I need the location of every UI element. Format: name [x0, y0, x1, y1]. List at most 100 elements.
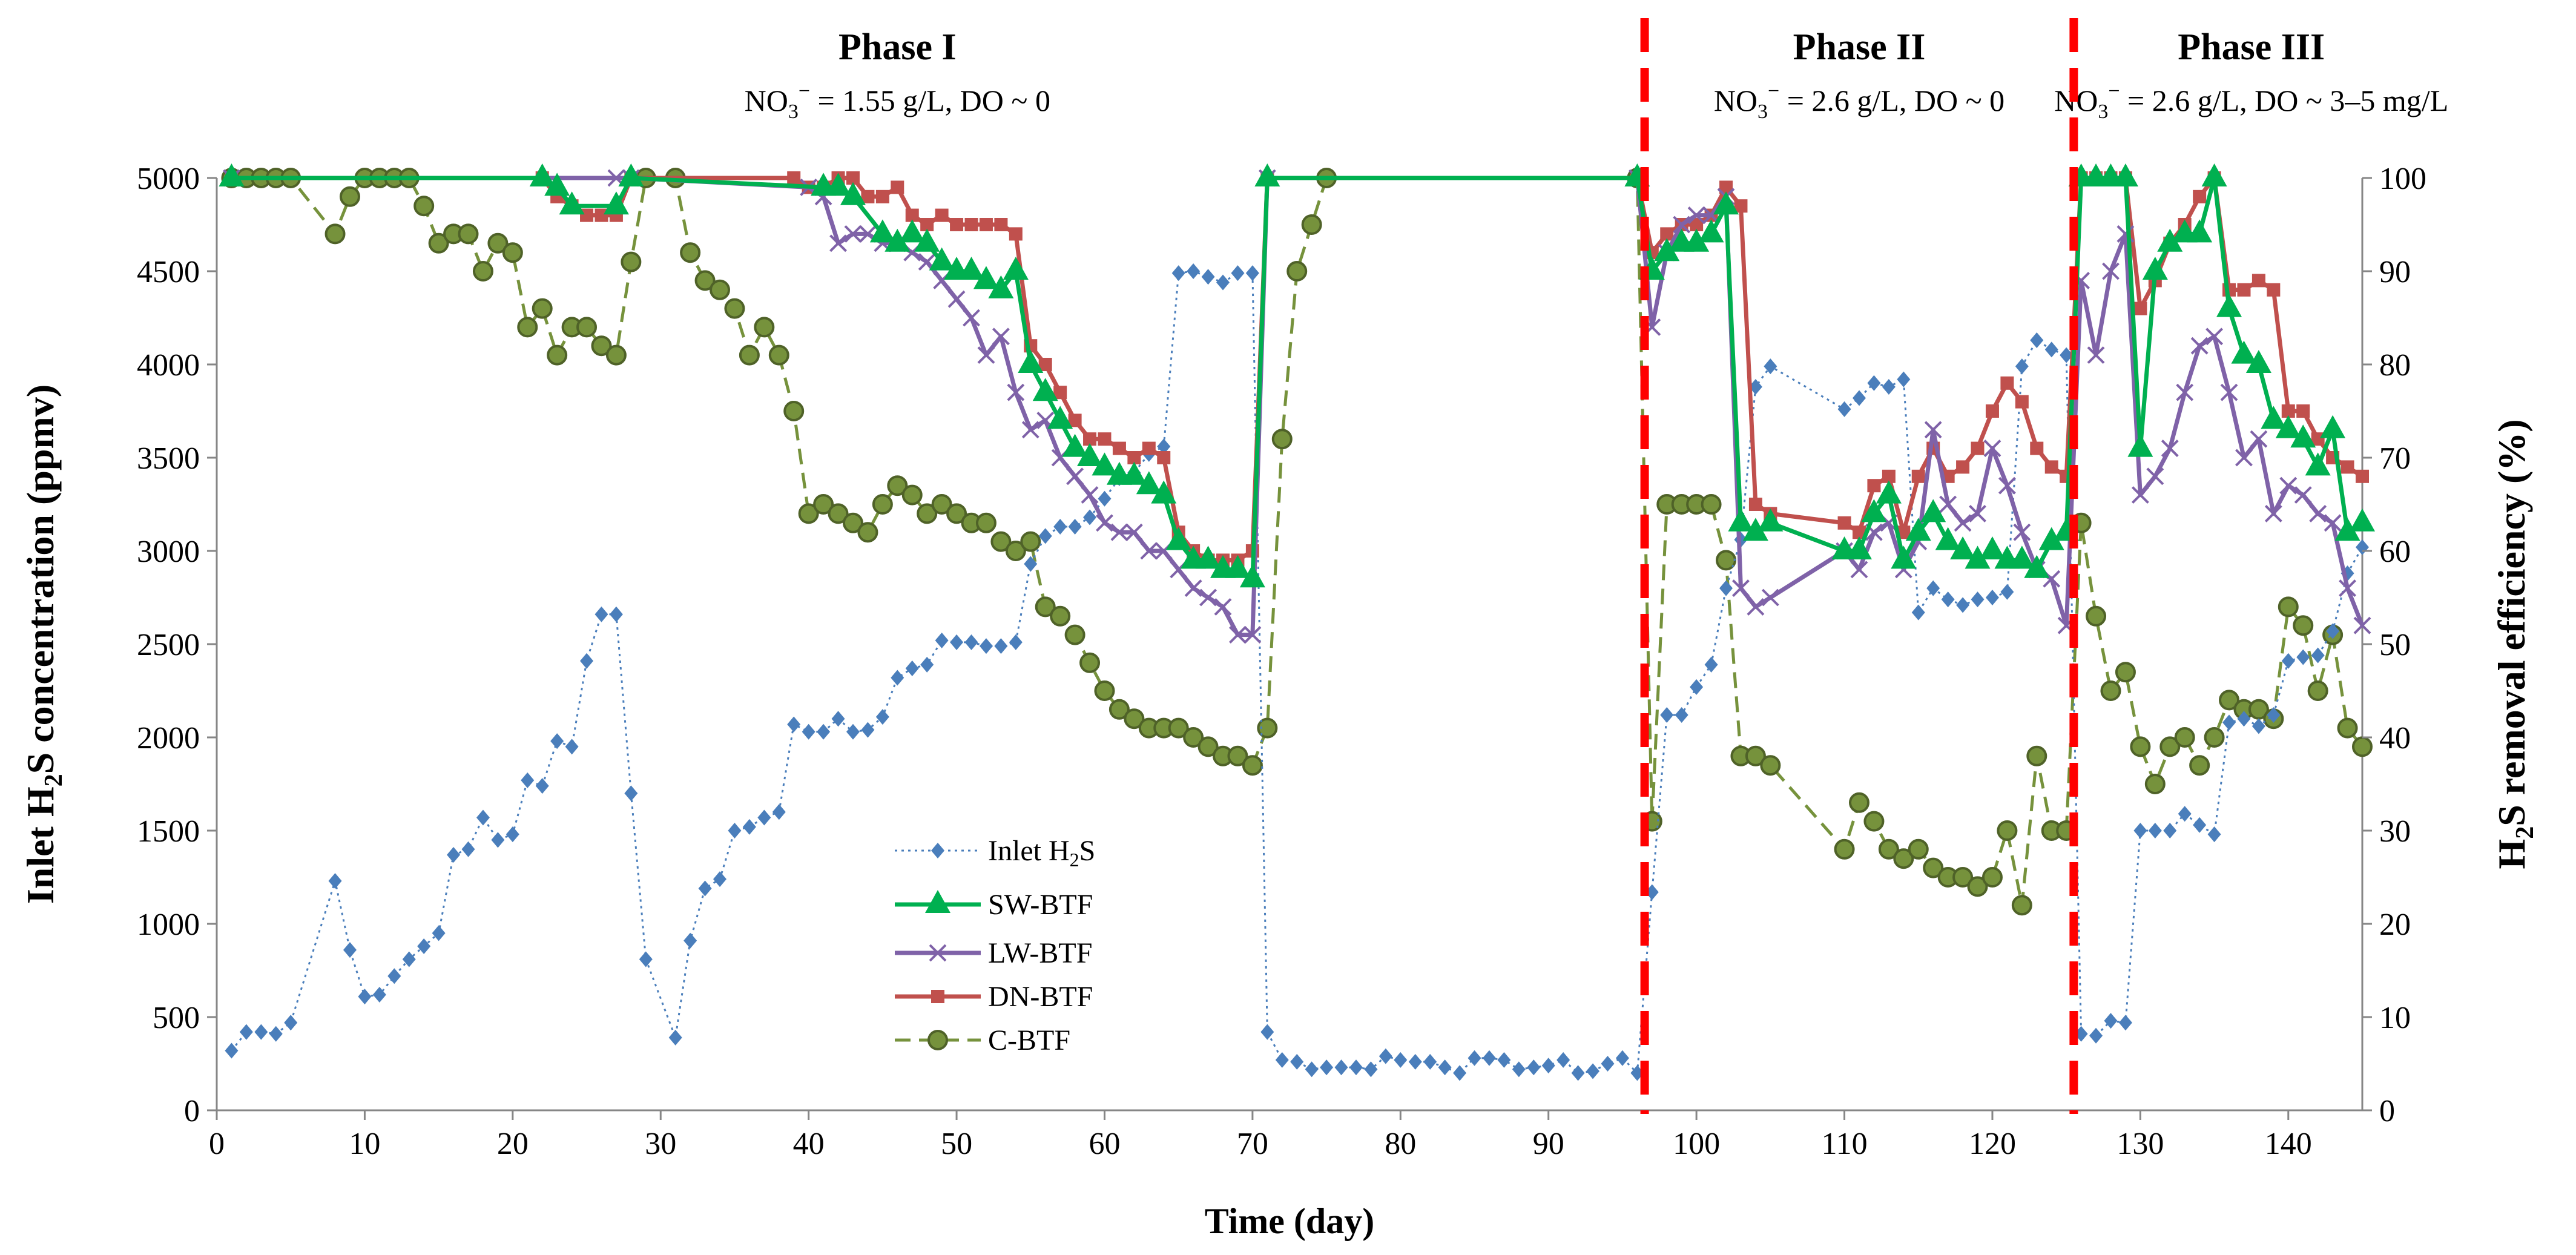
y-axis-left-title: Inlet H2S concentration (ppmv) — [19, 384, 68, 904]
data-point-inlet-h2s — [802, 723, 815, 740]
data-point-sw-btf — [825, 173, 851, 196]
x-tick-label: 140 — [2265, 1127, 2312, 1161]
data-point-sw-btf — [2216, 294, 2242, 317]
data-point-c-btf — [2130, 736, 2151, 757]
data-point-lw-btf — [2339, 579, 2356, 598]
data-point-sw-btf — [869, 219, 895, 243]
data-point-dn-btf — [964, 218, 978, 231]
phase-conditions-subscript: 3 — [2098, 100, 2108, 123]
y-right-tick-label: 30 — [2379, 814, 2411, 849]
data-point-lw-btf — [1081, 486, 1099, 504]
data-point-c-btf — [1020, 531, 1041, 552]
data-point-sw-btf — [899, 219, 925, 243]
data-point-lw-btf-stroke — [1732, 579, 1750, 598]
y-left-tick-label: 3000 — [137, 535, 200, 569]
data-point-c-btf — [2086, 605, 2107, 627]
phase-conditions: NO3− = 2.6 g/L, DO ~ 3–5 mg/L — [2054, 80, 2448, 123]
data-point-c-btf — [472, 261, 493, 282]
data-point-inlet-h2s — [1334, 1059, 1348, 1076]
data-point-inlet-h2s — [1408, 1053, 1422, 1070]
data-point-inlet-h2s — [2207, 826, 2221, 843]
data-point-inlet-h2s — [2252, 718, 2265, 734]
data-point-lw-btf-stroke — [918, 253, 936, 271]
data-point-inlet-h2s — [1586, 1063, 1600, 1079]
data-point-lw-btf — [1687, 206, 1705, 225]
data-point-lw-btf — [829, 234, 847, 252]
data-point-dn-btf — [994, 218, 1008, 231]
data-point-inlet-h2s — [772, 804, 786, 820]
data-point-c-btf — [2278, 596, 2299, 618]
data-point-c-btf — [1168, 717, 1189, 739]
data-point-lw-btf-stroke — [844, 225, 862, 243]
x-tick-label: 70 — [1237, 1127, 1268, 1161]
data-point-lw-btf-stroke — [1939, 495, 1957, 513]
legend: Inlet H2S SW-BTF LW-BTF DN-BTF C-BTF — [895, 835, 1095, 1056]
data-point-inlet-h2s — [979, 638, 993, 654]
data-point-lw-btf-stroke — [1924, 421, 1942, 439]
data-point-c-btf — [917, 503, 938, 524]
data-point-c-btf — [458, 223, 479, 245]
data-point-inlet-h2s — [1852, 390, 1866, 406]
data-point-inlet-h2s — [817, 723, 831, 740]
data-point-c-btf — [2189, 755, 2210, 776]
data-point-c-btf — [1893, 848, 1914, 869]
data-point-c-btf — [1701, 494, 1722, 515]
data-point-c-btf — [2174, 727, 2195, 748]
data-point-inlet-h2s — [225, 1043, 239, 1059]
data-point-lw-btf-stroke — [607, 169, 625, 187]
data-point-c-btf — [1005, 541, 1026, 561]
data-point-lw-btf-stroke — [2279, 476, 2298, 495]
data-point-lw-btf-stroke — [2353, 616, 2371, 634]
data-point-sw-btf — [544, 173, 570, 196]
y-left-tick-label: 2500 — [137, 628, 200, 662]
data-point-c-btf — [1050, 605, 1071, 627]
data-point-inlet-h2s — [1305, 1061, 1319, 1078]
y-axis-left-title-subscript: 2 — [40, 774, 68, 786]
y-left-tick-label: 5000 — [137, 162, 200, 196]
data-point-inlet-h2s — [2060, 347, 2074, 363]
data-point-lw-btf — [1732, 579, 1750, 598]
data-point-sw-btf — [618, 163, 644, 186]
data-point-dn-btf — [2267, 283, 2281, 297]
y-right-tick-label: 60 — [2379, 535, 2411, 569]
data-point-sw-btf — [2157, 228, 2183, 252]
phase-conditions-part: NO — [745, 84, 788, 117]
x-tick-label: 30 — [645, 1127, 676, 1161]
phase-conditions: NO3− = 1.55 g/L, DO ~ 0 — [745, 80, 1050, 123]
data-point-sw-btf — [2142, 257, 2168, 280]
data-point-c-btf — [872, 494, 893, 515]
data-point-c-btf — [2159, 736, 2181, 757]
data-point-dn-btf — [1897, 525, 1911, 539]
data-point-sw-btf — [2127, 433, 2153, 457]
data-point-sw-btf — [1121, 461, 1147, 485]
data-point-lw-btf-stroke — [1865, 523, 1883, 541]
y-left-tick-label: 500 — [153, 1001, 200, 1035]
data-point-lw-btf-stroke — [2294, 486, 2312, 504]
data-point-dn-btf — [846, 171, 860, 185]
data-point-dn-btf — [920, 218, 934, 231]
data-point-lw-btf — [2250, 430, 2268, 448]
data-point-lw-btf — [2205, 328, 2224, 346]
data-point-lw-btf — [1066, 467, 1084, 486]
data-point-lw-btf — [1850, 561, 1868, 579]
data-point-lw-btf — [2102, 262, 2120, 280]
data-point-dn-btf — [950, 218, 964, 231]
data-point-sw-btf — [1003, 257, 1029, 280]
data-point-lw-btf-stroke — [1184, 579, 1202, 598]
data-point-dn-btf — [2193, 189, 2207, 203]
data-point-lw-btf-stroke — [1036, 411, 1055, 429]
data-point-lw-btf — [2013, 523, 2031, 541]
phase-conditions: NO3− = 2.6 g/L, DO ~ 0 — [1714, 80, 2004, 123]
data-point-lw-btf — [2309, 504, 2327, 522]
data-point-lw-btf — [1007, 383, 1025, 401]
data-point-lw-btf — [1184, 579, 1202, 598]
y-axis-right-title: H2S removal efficiency (%) — [2490, 419, 2539, 869]
data-point-lw-btf-stroke — [2102, 262, 2120, 280]
data-point-inlet-h2s — [1231, 265, 1245, 282]
data-point-c-btf — [621, 251, 642, 272]
data-point-lw-btf — [2353, 616, 2371, 634]
data-point-c-btf — [1108, 699, 1130, 720]
data-point-c-btf — [724, 298, 745, 319]
data-point-inlet-h2s — [1512, 1061, 1526, 1078]
data-point-sw-btf — [2305, 452, 2331, 476]
